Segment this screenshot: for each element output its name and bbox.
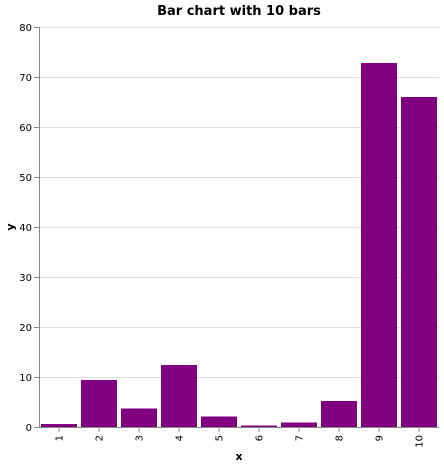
bar-7 <box>281 422 317 427</box>
bar-5 <box>201 416 237 427</box>
bars <box>41 63 437 427</box>
bar-10 <box>401 97 437 427</box>
x-tick-label: 7 <box>295 435 306 441</box>
y-tick-label: 0 <box>26 423 32 434</box>
y-axis-title: y <box>4 223 17 230</box>
y-tick-label: 40 <box>19 223 32 234</box>
axes: 0 10 20 30 40 50 60 70 80 1 2 3 4 5 6 7 8 9 10 <box>19 23 439 448</box>
bar-8 <box>321 401 357 427</box>
bar-6 <box>241 425 277 427</box>
x-axis-title: x <box>235 450 242 463</box>
x-tick-label: 9 <box>375 435 386 441</box>
bar-9 <box>361 63 397 427</box>
chart-title: Bar chart with 10 bars <box>157 4 321 19</box>
x-tick-label: 4 <box>175 435 186 441</box>
x-tick-label: 8 <box>335 435 346 441</box>
bar-1 <box>41 424 77 427</box>
y-tick-label: 30 <box>19 273 32 284</box>
x-tick-label: 3 <box>135 435 146 441</box>
y-tick-label: 20 <box>19 323 32 334</box>
bar-3 <box>121 408 157 427</box>
x-tick-label: 10 <box>415 435 426 448</box>
bar-2 <box>81 380 117 427</box>
y-tick-label: 70 <box>19 73 32 84</box>
x-tick-label: 2 <box>95 435 106 441</box>
x-tick-label: 1 <box>55 435 66 441</box>
x-tick-label: 5 <box>215 435 226 441</box>
gridlines <box>39 27 439 428</box>
y-tick-label: 50 <box>19 173 32 184</box>
y-tick-label: 10 <box>19 373 32 384</box>
bar-4 <box>161 365 197 427</box>
y-tick-label: 80 <box>19 23 32 34</box>
y-tick-label: 60 <box>19 123 32 134</box>
x-tick-label: 6 <box>255 435 266 441</box>
